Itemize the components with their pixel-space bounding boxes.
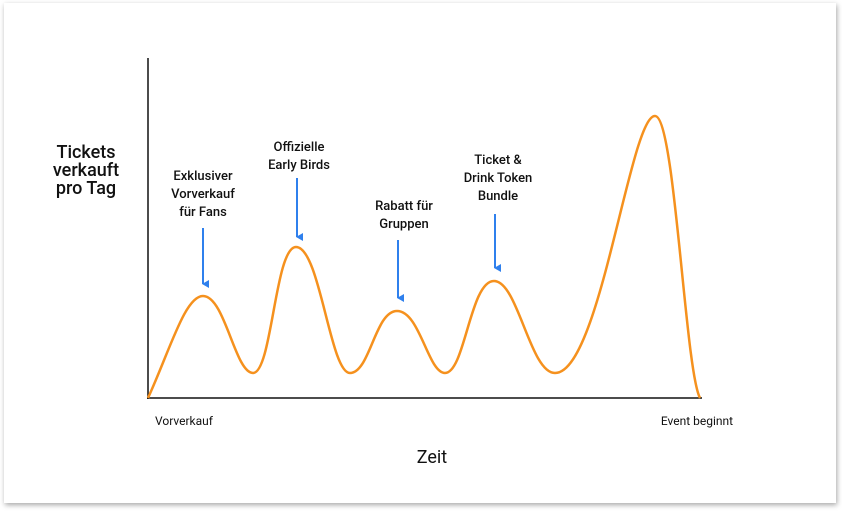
x-axis-label: Zeit: [417, 447, 448, 468]
annotation: Bundle: [478, 189, 518, 204]
y-axis-label: pro Tag: [56, 178, 116, 199]
annotation: Ticket &: [474, 153, 522, 168]
x-start-label: Vorverkauf: [155, 414, 214, 428]
annotation: Drink Token: [464, 171, 533, 186]
sales-curve: [146, 114, 702, 399]
y-axis-label: Tickets: [56, 142, 115, 163]
annotation: Early Birds: [268, 158, 330, 173]
annotation: Offizielle: [274, 140, 325, 155]
y-axis-label: verkauft: [53, 160, 119, 181]
x-end-label: Event beginnt: [661, 414, 733, 428]
annotation: Exklusiver: [173, 169, 233, 184]
annotation: Rabatt für: [375, 199, 433, 214]
annotation: Vorverkauf: [171, 187, 235, 202]
card: [4, 3, 836, 503]
annotation: Gruppen: [379, 217, 429, 232]
annotation: für Fans: [179, 205, 227, 220]
